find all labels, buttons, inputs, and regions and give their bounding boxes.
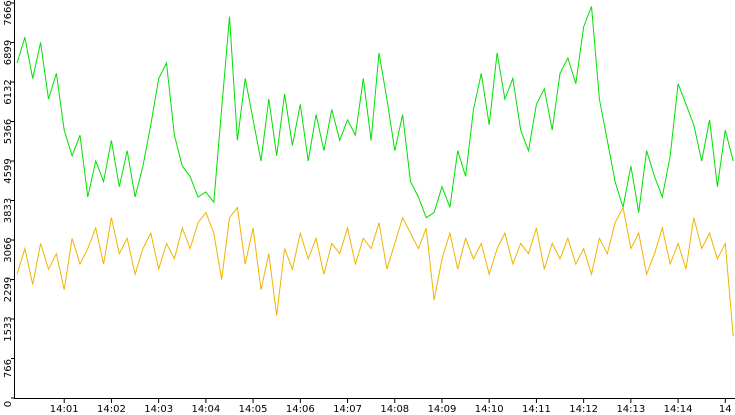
y-tick-label: 3833: [3, 198, 14, 223]
series-line: [16, 6, 734, 219]
y-tick-label: 0: [3, 401, 14, 407]
y-tick-label: 5366: [3, 119, 14, 144]
y-tick-label: 1533: [3, 316, 14, 341]
x-tick-label: 14:09: [428, 404, 457, 415]
y-tick-label: 3066: [3, 237, 14, 262]
x-tick-label: 14:07: [333, 404, 362, 415]
x-tick-label: 14:13: [616, 404, 645, 415]
x-tick-label: 14:08: [380, 404, 409, 415]
x-tick-label: 14:10: [475, 404, 504, 415]
y-tick-label: 7666: [3, 0, 14, 25]
series-line: [16, 205, 734, 337]
x-tick-label: 14: [719, 404, 732, 415]
x-tick-label: 14:14: [664, 404, 693, 415]
x-tick-label: 14:05: [239, 404, 268, 415]
y-tick-label: 2299: [3, 277, 14, 302]
x-tick-label: 14:11: [522, 404, 551, 415]
y-tick-label: 6899: [3, 40, 14, 65]
x-tick-label: 14:03: [144, 404, 173, 415]
x-tick-label: 14:01: [50, 404, 79, 415]
x-tick-label: 14:04: [191, 404, 220, 415]
x-tick-label: 14:12: [569, 404, 598, 415]
x-tick-label: 14:06: [286, 404, 315, 415]
y-tick-label: 4599: [3, 158, 14, 183]
y-tick-label: 6132: [3, 79, 14, 104]
x-tick-label: 14:02: [97, 404, 126, 415]
y-tick-label: 766: [3, 359, 14, 378]
